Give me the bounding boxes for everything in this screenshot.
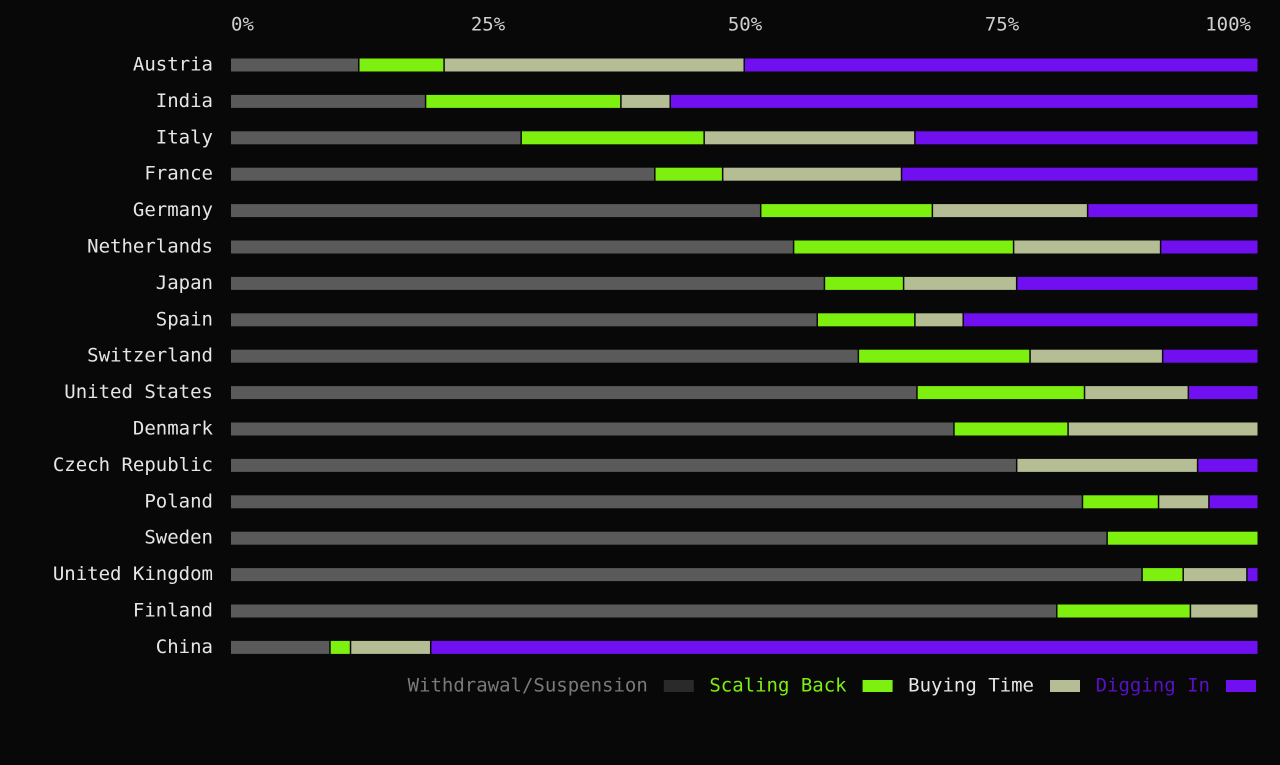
bar-segment-withdrawal-suspension xyxy=(231,204,760,218)
bar-segment-buying-time xyxy=(723,167,901,181)
legend-label: Withdrawal/Suspension xyxy=(408,675,648,697)
bar-segment-digging-in xyxy=(963,313,1258,327)
bar-segment-scaling-back xyxy=(859,349,1030,363)
category-label: Sweden xyxy=(144,527,213,549)
bar-segment-scaling-back xyxy=(794,240,1013,254)
category-label: Czech Republic xyxy=(53,454,213,476)
bar-segment-withdrawal-suspension xyxy=(231,276,824,290)
bar-segment-buying-time xyxy=(1085,386,1188,400)
bar-segment-buying-time xyxy=(1191,604,1258,618)
bar-segment-withdrawal-suspension xyxy=(231,568,1142,582)
category-label: France xyxy=(144,163,213,185)
bar-segment-buying-time xyxy=(1068,422,1258,436)
legend-label: Scaling Back xyxy=(709,675,847,697)
legend-swatch xyxy=(1226,680,1256,692)
bar-segment-scaling-back xyxy=(1107,531,1258,545)
bar-segment-scaling-back xyxy=(761,204,932,218)
bar-segment-scaling-back xyxy=(954,422,1068,436)
bar-segment-digging-in xyxy=(1198,458,1258,472)
bar-segment-withdrawal-suspension xyxy=(231,531,1107,545)
legend-swatch xyxy=(862,680,893,692)
legend-swatch xyxy=(663,680,694,692)
bar-segment-withdrawal-suspension xyxy=(231,495,1082,509)
bar-segment-buying-time xyxy=(1014,240,1160,254)
category-label: Switzerland xyxy=(87,345,213,367)
bar-segment-buying-time xyxy=(1017,458,1197,472)
bar-segment-buying-time xyxy=(1030,349,1162,363)
legend-label: Buying Time xyxy=(908,675,1034,697)
x-tick-label: 50% xyxy=(728,14,763,36)
bar-segment-digging-in xyxy=(1088,204,1258,218)
category-label: Poland xyxy=(144,490,213,512)
bar-segment-buying-time xyxy=(915,313,963,327)
bar-segment-withdrawal-suspension xyxy=(231,131,521,145)
x-tick-label: 75% xyxy=(985,14,1020,36)
bar-segment-digging-in xyxy=(670,94,1258,108)
bar-segment-digging-in xyxy=(1161,240,1258,254)
x-tick-label: 100% xyxy=(1205,14,1251,36)
bar-segment-withdrawal-suspension xyxy=(231,604,1057,618)
bar-segment-withdrawal-suspension xyxy=(231,94,425,108)
category-label: Denmark xyxy=(133,418,214,440)
bar-segment-digging-in xyxy=(1017,276,1258,290)
bar-segment-scaling-back xyxy=(1083,495,1158,509)
category-label: Finland xyxy=(133,600,213,622)
category-label: Spain xyxy=(156,308,213,330)
category-label: China xyxy=(156,636,213,658)
bar-segment-scaling-back xyxy=(1057,604,1190,618)
category-label: United Kingdom xyxy=(53,563,213,585)
bar-segment-scaling-back xyxy=(655,167,722,181)
bar-segment-withdrawal-suspension xyxy=(231,422,954,436)
bar-segment-digging-in xyxy=(431,640,1258,654)
category-label: India xyxy=(156,90,213,112)
bar-segment-withdrawal-suspension xyxy=(231,640,330,654)
bar-segment-scaling-back xyxy=(825,276,903,290)
bar-segment-digging-in xyxy=(915,131,1258,145)
bar-segment-scaling-back xyxy=(917,386,1084,400)
category-label: Japan xyxy=(156,272,213,294)
bar-segment-scaling-back xyxy=(426,94,621,108)
category-label: United States xyxy=(64,381,213,403)
bar-segment-withdrawal-suspension xyxy=(231,167,655,181)
category-label: Netherlands xyxy=(87,236,213,258)
category-label: Germany xyxy=(133,199,213,221)
bar-segment-withdrawal-suspension xyxy=(231,240,793,254)
bar-segment-digging-in xyxy=(745,58,1258,72)
bar-segment-buying-time xyxy=(904,276,1016,290)
bar-segment-withdrawal-suspension xyxy=(231,313,817,327)
bar-segment-scaling-back xyxy=(521,131,704,145)
bar-segment-buying-time xyxy=(444,58,744,72)
bar-segment-scaling-back xyxy=(1142,568,1183,582)
x-tick-label: 0% xyxy=(231,14,254,36)
bar-segment-buying-time xyxy=(704,131,915,145)
bar-segment-scaling-back xyxy=(330,640,350,654)
bar-segment-buying-time xyxy=(621,94,670,108)
bar-segment-digging-in xyxy=(1189,386,1258,400)
bar-segment-buying-time xyxy=(351,640,430,654)
legend-label: Digging In xyxy=(1096,675,1210,697)
bar-segment-withdrawal-suspension xyxy=(231,58,358,72)
bar-segment-buying-time xyxy=(933,204,1087,218)
bar-segment-withdrawal-suspension xyxy=(231,349,858,363)
bar-segment-buying-time xyxy=(1183,568,1247,582)
bar-segment-scaling-back xyxy=(359,58,444,72)
bar-segment-buying-time xyxy=(1159,495,1209,509)
bar-segment-withdrawal-suspension xyxy=(231,458,1016,472)
category-label: Italy xyxy=(156,126,213,148)
bar-segment-digging-in xyxy=(1209,495,1258,509)
bar-segment-scaling-back xyxy=(817,313,915,327)
bar-segment-digging-in xyxy=(1163,349,1258,363)
legend-swatch xyxy=(1050,680,1080,692)
bar-segment-digging-in xyxy=(1247,568,1258,582)
category-label: Austria xyxy=(133,54,213,76)
x-tick-label: 25% xyxy=(471,14,506,36)
bar-segment-withdrawal-suspension xyxy=(231,386,917,400)
bar-segment-digging-in xyxy=(902,167,1258,181)
